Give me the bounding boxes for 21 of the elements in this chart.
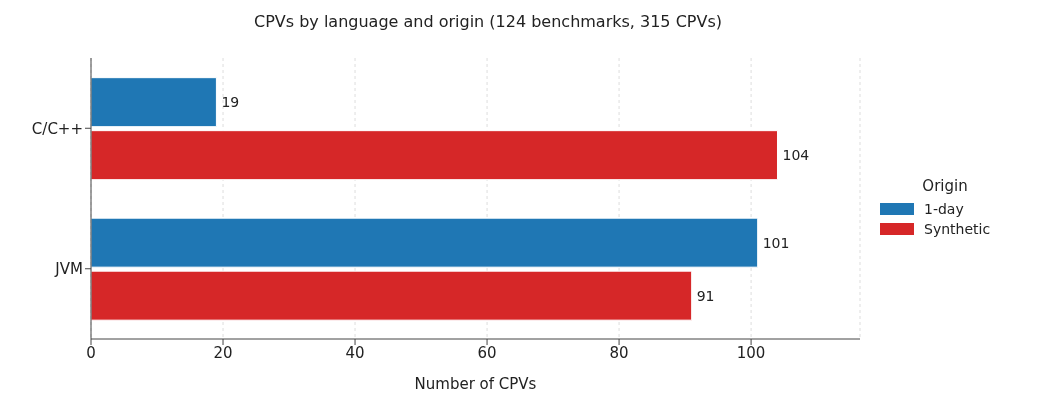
x-tick-label: 80 bbox=[609, 343, 629, 362]
y-tick-label: C/C++ bbox=[31, 119, 83, 138]
legend-label: Synthetic bbox=[924, 220, 991, 237]
legend-title: Origin bbox=[921, 176, 969, 195]
legend-label: 1-day bbox=[924, 200, 964, 217]
bar bbox=[91, 270, 693, 321]
data-label: 104 bbox=[782, 147, 810, 164]
x-axis-title: Number of CPVs bbox=[414, 375, 537, 393]
chart-title: CPVs by language and origin (124 benchmarks, 315 CPVs) bbox=[253, 12, 723, 31]
x-tick-label: 0 bbox=[86, 343, 96, 362]
data-label: 19 bbox=[221, 94, 240, 111]
x-tick-label: 100 bbox=[736, 343, 766, 362]
y-tick-label: JVM bbox=[54, 260, 83, 279]
bar bbox=[91, 77, 217, 128]
x-tick-label: 60 bbox=[477, 343, 497, 362]
data-label: 101 bbox=[762, 234, 790, 251]
bar bbox=[91, 217, 759, 268]
x-tick-label: 40 bbox=[345, 343, 365, 362]
bar bbox=[91, 130, 778, 181]
x-tick-label: 20 bbox=[213, 343, 233, 362]
data-label: 91 bbox=[696, 287, 715, 304]
